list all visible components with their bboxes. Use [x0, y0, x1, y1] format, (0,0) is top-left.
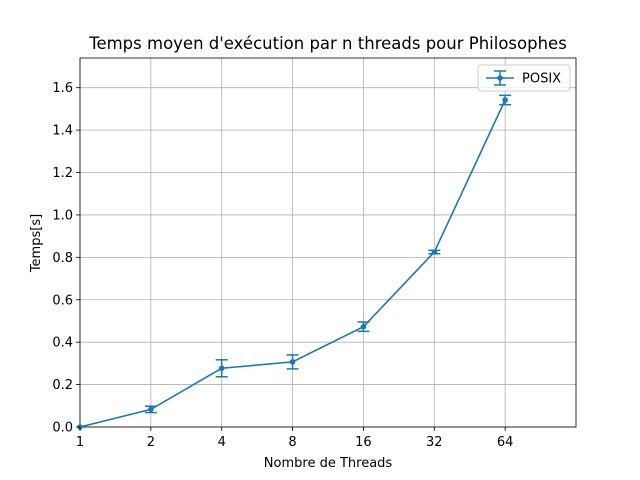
y-tick-label: 0.8: [52, 251, 73, 266]
y-axis-label: Temps[s]: [29, 214, 44, 273]
y-tick-label: 0.2: [52, 378, 73, 393]
x-axis-label: Nombre de Threads: [264, 456, 393, 471]
x-tick-label: 2: [147, 435, 155, 450]
legend-marker: [497, 75, 503, 81]
tick-layer: 1 2 4 8 16 32 64 0.0 0.2 0.4 0.6 0.8 1.0 1.2 1.4 1.6: [52, 81, 513, 450]
legend: POSIX: [477, 64, 571, 92]
y-tick-label: 1.0: [52, 208, 73, 223]
y-tick-label: 1.4: [52, 124, 73, 139]
data-point: [431, 249, 438, 255]
axes: [79, 57, 577, 428]
x-tick-label: 1: [76, 435, 84, 450]
data-point: [148, 406, 154, 413]
y-tick-label: 1.6: [52, 81, 73, 96]
x-tick-label: 8: [288, 435, 296, 450]
y-tick-label: 1.2: [52, 166, 73, 181]
data-point: [502, 97, 508, 103]
x-tick-label: 64: [497, 435, 514, 450]
y-tick-label: 0.6: [52, 293, 73, 308]
data-point: [360, 323, 367, 330]
legend-label: POSIX: [522, 72, 561, 87]
data-point: [289, 359, 296, 365]
data-point: [218, 365, 225, 372]
y-tick-label: 0.4: [52, 336, 73, 351]
plot-frame: [79, 57, 577, 428]
x-tick-label: 4: [218, 435, 226, 450]
y-tick-label: 0.0: [52, 421, 73, 436]
chart-title: Temps moyen d'exécution par n threads po…: [88, 34, 567, 53]
x-tick-label: 16: [355, 435, 372, 450]
series-layer: [77, 94, 512, 430]
x-tick-label: 32: [426, 435, 443, 450]
